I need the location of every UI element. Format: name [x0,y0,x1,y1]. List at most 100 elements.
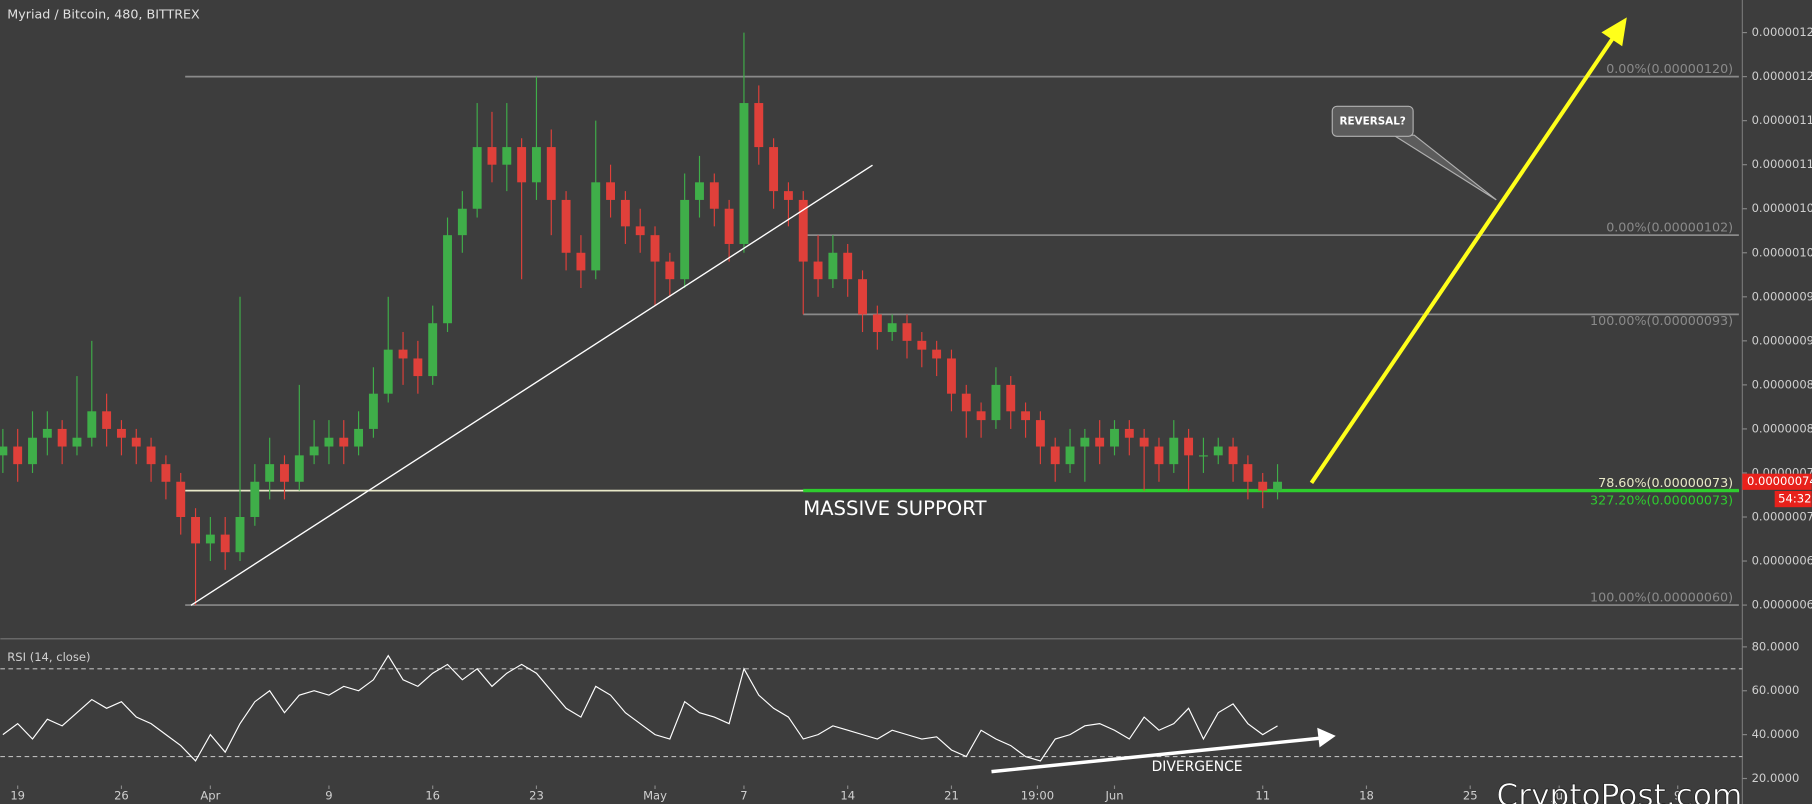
candle-body [250,481,260,517]
fib-level-label: 0.00%(0.00000120) [1606,61,1733,76]
candle-body [1198,455,1208,457]
candle-body [1110,428,1119,447]
y-tick-label: 0.00000095 [1752,289,1812,303]
candle-body [324,437,334,447]
candle-body [265,464,275,482]
reversal-arrowhead [1601,17,1627,47]
candle-body [1080,437,1090,447]
candle-body [176,481,186,517]
x-tick-label: Apr [200,788,220,802]
candle-body [532,147,541,183]
y-tick-label: 0.00000090 [1752,333,1812,347]
candle-body [220,534,230,553]
candle-body [932,349,942,359]
candle-body [917,340,927,350]
candle-body [428,323,438,377]
candle-body [1006,384,1016,412]
divergence-arrow [991,736,1321,774]
candle-body [843,252,853,280]
candle-body [131,437,141,447]
y-tick-label: 0.00000105 [1752,201,1812,215]
fib-level-label: 100.00%(0.00000060) [1590,590,1733,605]
chart-title: Myriad / Bitcoin, 480, BITTREX [7,7,200,22]
callout-text: REVERSAL? [1340,115,1406,127]
candle-body [1213,446,1223,456]
callout-box [1331,105,1414,137]
divergence-label: DIVERGENCE [1152,759,1243,775]
last-price-label: 0.00000074 [1747,474,1812,488]
candle-body [502,147,512,165]
fib-level-label: 327.20%(0.00000073) [1590,492,1733,507]
countdown-label: 54:32 [1778,492,1811,506]
candle-body [13,446,23,465]
rsi-title: RSI (14, close) [7,650,90,664]
candle-body [443,235,452,324]
x-tick-label: 26 [114,788,129,802]
candle-body [1169,437,1179,465]
x-tick-label: 18 [1359,788,1374,802]
x-tick-label: May [643,788,667,802]
x-tick-label: 23 [529,788,544,802]
candle-body [546,147,556,200]
candle-body [783,191,793,200]
candle-body [87,411,97,438]
candle-body [635,226,645,236]
candle-body [961,393,971,412]
x-tick-label: 14 [840,788,855,802]
candle-body [561,199,571,253]
candle-body [161,464,171,482]
x-tick-label: Jul [1551,788,1566,802]
candle-body [1124,428,1134,438]
y-tick-label: 0.00000060 [1752,598,1812,612]
candle-body [576,252,586,271]
candle-body [1228,446,1238,465]
candle-body [72,437,82,447]
candle-body [1065,446,1075,465]
candle-body [665,261,675,280]
candle-body [680,199,690,280]
candle-body [57,428,67,447]
y-tick-label: 80.0000 [1752,639,1800,653]
candle-body [191,516,200,544]
candle-body [1021,411,1031,421]
candle-body [28,437,37,465]
candle-body [606,182,616,200]
candle-body [1258,481,1268,491]
candle-body [902,323,912,341]
candle-body [991,384,1001,421]
plot-area: 0.000000600.000000650.000000700.00000075… [0,25,1812,802]
candle-body [1035,420,1045,447]
divergence-arrowhead [1317,727,1336,748]
candle-body [309,446,319,456]
candle-body [517,147,527,183]
candle-body [976,411,986,421]
y-tick-label: 0.00000080 [1752,421,1812,435]
candle-body [0,446,8,456]
fib-level-label: 78.60%(0.00000073) [1598,475,1733,490]
candle-body [116,428,126,438]
x-tick-label: 9 [1674,788,1681,802]
y-tick-label: 60.0000 [1752,683,1800,697]
candle-body [1243,464,1253,482]
candle-body [1154,446,1164,465]
candle-body [828,252,838,280]
candle-body [235,516,245,553]
candle-body [724,208,734,244]
candle-body [398,349,408,359]
x-tick-label: 25 [1463,788,1478,802]
y-tick-label: 0.00000100 [1752,245,1812,259]
candle-body [858,279,867,315]
candle-body [709,182,719,209]
rsi-line [2,654,1278,762]
candle-body [798,199,808,262]
candle-body [42,428,52,438]
watermark: CryptoPost.com [1497,778,1743,804]
candle-body [1184,437,1194,456]
trend-line [190,164,873,606]
candle-body [769,147,779,192]
x-tick-label: 11 [1255,788,1270,802]
candle-body [591,182,601,271]
candle-body [1095,437,1105,447]
candle-body [280,464,289,482]
